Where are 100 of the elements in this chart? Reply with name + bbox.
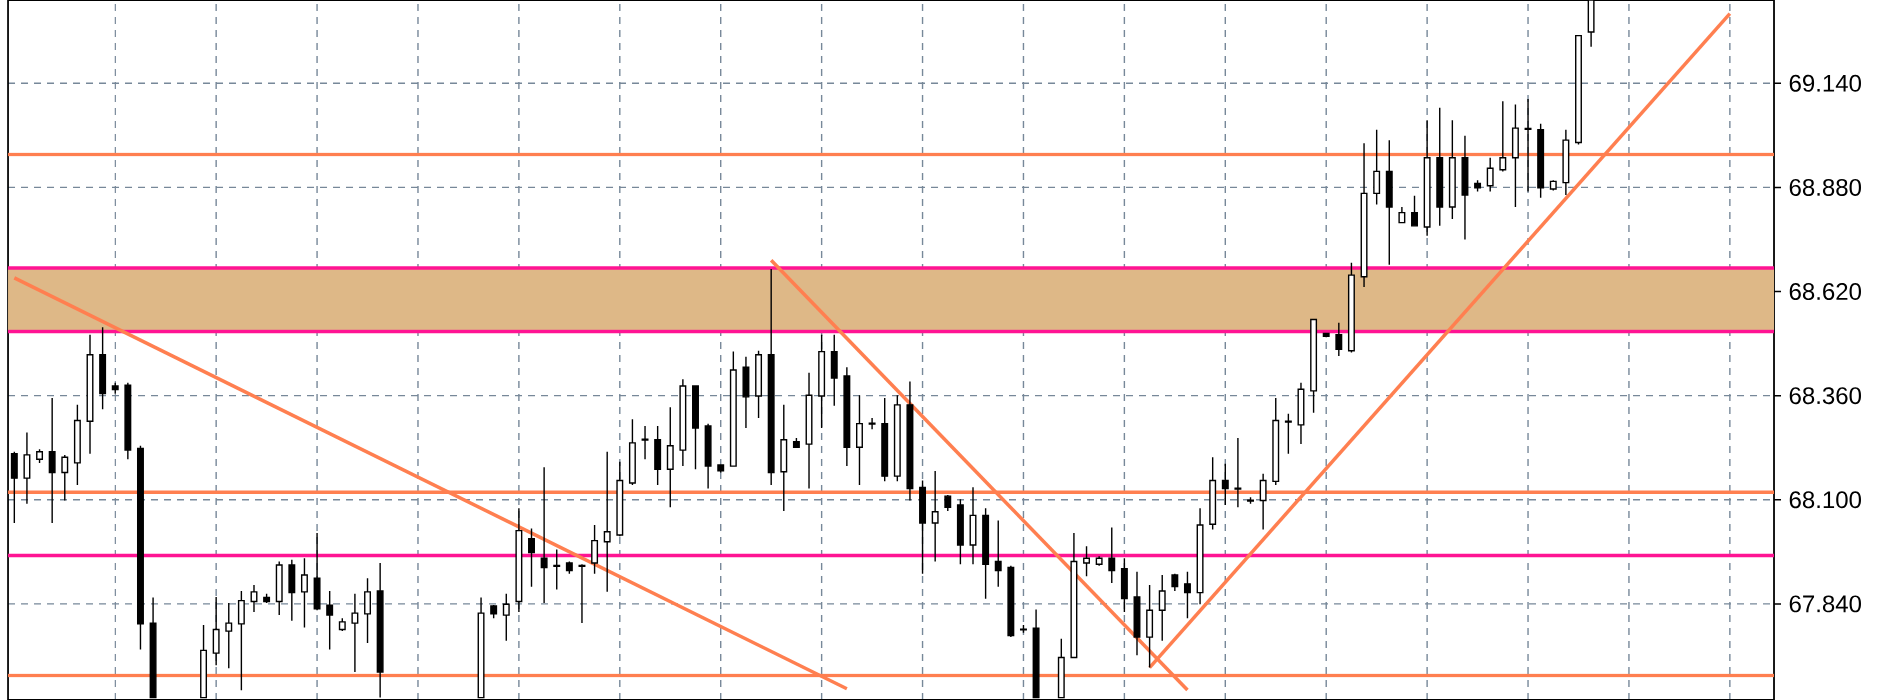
candlestick (1146, 584, 1154, 669)
y-tick-label: 68.100 (1789, 491, 1861, 509)
candlestick (1448, 119, 1456, 220)
candlestick (956, 498, 964, 565)
candlestick (1461, 135, 1469, 241)
candlestick (1310, 318, 1318, 414)
candlestick (1209, 456, 1217, 531)
candlestick (742, 356, 750, 429)
candlestick (944, 494, 952, 512)
candlestick (1158, 574, 1166, 642)
candlestick (73, 404, 81, 486)
candlestick (982, 507, 990, 600)
candlestick (704, 422, 712, 490)
candlestick (237, 590, 245, 692)
candlestick (23, 431, 31, 505)
y-tick-label: 68.360 (1789, 387, 1861, 405)
candlestick (1549, 179, 1557, 192)
candlestick (1070, 532, 1078, 660)
candlestick (830, 334, 838, 407)
candlestick (515, 507, 523, 613)
y-tick-label: 68.620 (1789, 283, 1861, 301)
candlestick (1322, 332, 1330, 338)
candlestick (61, 454, 69, 502)
candlestick (931, 470, 939, 563)
candlestick (1234, 437, 1242, 509)
candlestick (124, 382, 132, 461)
candlestick (717, 464, 725, 474)
candlestick (10, 451, 18, 524)
candlestick (1511, 103, 1519, 208)
candlestick (780, 404, 788, 512)
candlestick (565, 560, 573, 575)
candlestick (313, 532, 321, 611)
candlestick (250, 584, 258, 613)
candlestick (755, 350, 763, 419)
candlestick (1335, 322, 1343, 357)
candlestick (856, 394, 863, 486)
candlestick (275, 560, 283, 616)
candlestick (818, 334, 826, 429)
candlestick (1171, 573, 1179, 592)
candlestick (490, 604, 498, 619)
candlestick (1133, 571, 1141, 656)
candlestick (351, 593, 359, 673)
candlestick (1373, 129, 1381, 206)
candlestick (1247, 496, 1254, 505)
candlestick (1095, 555, 1103, 567)
candlestick (1398, 206, 1406, 224)
candlestick (111, 382, 119, 395)
candlestick (1272, 397, 1280, 486)
candlestick (692, 385, 699, 471)
candlestick (300, 557, 308, 629)
candlestick (906, 380, 914, 502)
candlestick (969, 486, 977, 565)
candlestick (679, 378, 687, 467)
candlestick (881, 397, 889, 483)
candlestick (1436, 107, 1444, 227)
candlestick (792, 437, 800, 448)
y-tick-label: 67.840 (1789, 595, 1861, 613)
candlestick (1019, 624, 1027, 634)
candlestick (591, 524, 599, 575)
candlestick (1486, 157, 1494, 193)
candlestick (136, 444, 144, 651)
y-tick-label: 68.880 (1789, 178, 1861, 196)
candlestick (1423, 119, 1431, 237)
candlestick (1120, 557, 1128, 613)
candlestick (868, 417, 876, 430)
candlestick (1575, 34, 1582, 146)
candlestick (1007, 565, 1015, 638)
candlestick (1562, 129, 1570, 196)
candlestick (1360, 142, 1368, 288)
candlestick (1524, 98, 1532, 193)
candlestick (805, 372, 813, 490)
candlestick (603, 451, 611, 593)
candlestick (767, 268, 775, 486)
candlestick (843, 366, 851, 467)
candlestick (1474, 179, 1482, 193)
candlestick (616, 461, 624, 537)
candlestick (288, 559, 296, 622)
candlestick (540, 466, 548, 604)
y-tick-label: 69.140 (1789, 74, 1861, 92)
candlestick (212, 596, 220, 666)
candlestick (729, 350, 737, 467)
candlestick (666, 406, 674, 509)
candlestick (1347, 261, 1355, 354)
candlestick (1411, 195, 1418, 227)
candlestick (1259, 473, 1267, 531)
candlestick (1537, 123, 1545, 199)
candlestick (1196, 507, 1204, 605)
candlestick (1297, 382, 1305, 445)
candlestick (36, 448, 44, 464)
candlestick (654, 425, 662, 486)
candlestick (86, 334, 94, 455)
candlestick (48, 397, 56, 524)
candlestick (99, 326, 107, 410)
candlestick (641, 425, 649, 461)
candlestick (1385, 139, 1393, 266)
candlestick (326, 590, 334, 651)
candlestick (338, 617, 346, 632)
candlestick (628, 418, 636, 486)
candlestick (1499, 100, 1507, 173)
candlestick (919, 479, 927, 575)
